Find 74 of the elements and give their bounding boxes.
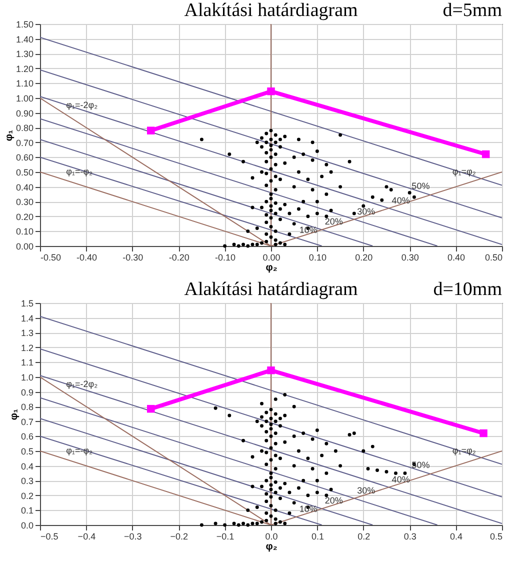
annotation: φ₁=-2φ₂ (66, 378, 98, 389)
y-tick-label: 0.20 (16, 212, 34, 222)
y-tick-label: 1.5 (20, 298, 34, 308)
y-tick-label: 0.70 (16, 138, 34, 148)
x-axis-title: φ₂ (266, 262, 278, 274)
y-tick-label: 0.8 (20, 402, 34, 412)
chart-title: Alakítási határdiagram (184, 0, 358, 21)
x-tick-label: -0.50 (40, 252, 62, 262)
x-tick-label: −0.2 (170, 532, 188, 542)
x-tick-label: 0.0 (265, 532, 278, 542)
x-tick-label: 0.40 (448, 252, 466, 262)
y-tick-label: 0.60 (16, 152, 34, 163)
y-tick-label: 0.3 (20, 476, 34, 486)
y-tick-label: 0.2 (20, 490, 34, 501)
x-tick-label: 0.3 (404, 532, 416, 542)
text: d=10mm (433, 279, 502, 300)
annotation: 50% (412, 460, 430, 470)
y-tick-label: 1.20 (16, 64, 34, 74)
y-tick-label: 1.4 (20, 313, 34, 324)
annotation: 10% (299, 504, 318, 514)
x-tick-label: 0.50 (484, 252, 502, 262)
text: d=5mm (442, 0, 502, 21)
x-tick-label: −0.3 (124, 532, 142, 542)
x-tick-label: −0.4 (78, 532, 96, 542)
x-tick-label: 0.10 (308, 252, 326, 262)
y-tick-label: 0.6 (20, 432, 34, 442)
x-tick-label: -0.20 (168, 252, 190, 262)
y-tick-label: 1.1 (20, 358, 34, 368)
x-tick-label: 0.00 (262, 252, 280, 262)
y-tick-label: 0.7 (20, 416, 34, 427)
x-tick-label: 0.30 (401, 252, 419, 262)
y-tick-label: 0.90 (16, 108, 34, 118)
x-tick-label: 0.5 (490, 532, 502, 542)
x-tick-label: -0.10 (215, 252, 236, 262)
x-tick-label: -0.40 (76, 252, 97, 262)
annotation: 20% (324, 216, 343, 227)
x-tick-label: 0.1 (311, 532, 324, 542)
y-tick-label: 0.80 (16, 123, 34, 134)
y-tick-label: 0.10 (16, 226, 34, 237)
y-tick-label: 0.5 (20, 446, 34, 456)
y-tick-label: 1.10 (16, 78, 34, 89)
annotation: 30% (357, 206, 376, 216)
x-tick-label: 0.20 (355, 252, 373, 262)
y-tick-label: 0.50 (16, 168, 34, 178)
y-tick-label: 1.30 (16, 49, 34, 60)
y-tick-label: 0.00 (16, 242, 34, 252)
y-tick-label: 0.30 (16, 197, 34, 208)
y-tick-label: 0.40 (16, 182, 34, 192)
annotation: 10% (299, 224, 318, 235)
annotation: 40% (392, 195, 410, 206)
annotation: 50% (412, 181, 430, 192)
y-tick-label: 0.4 (20, 461, 34, 472)
annotation: φ₁=-2φ₂ (66, 100, 98, 110)
y-tick-label: 1.40 (16, 34, 34, 44)
y-tick-label: 1.00 (16, 94, 34, 104)
chart-title: Alakítási határdiagram (184, 279, 358, 300)
y-tick-label: 1.2 (20, 342, 34, 353)
x-tick-label: −0.5 (40, 532, 58, 542)
y-tick-label: 0.0 (20, 520, 34, 530)
x-tick-label: 0.2 (358, 532, 370, 542)
y-axis-title: φ₁ (8, 408, 20, 420)
y-axis-title: φ₁ (4, 130, 15, 142)
annotation: 20% (324, 496, 343, 506)
x-tick-label: −0.1 (216, 532, 234, 542)
annotation: 40% (392, 474, 410, 484)
x-tick-label: 0.4 (450, 532, 463, 542)
y-tick-label: 1.3 (20, 328, 34, 338)
x-tick-label: -0.30 (122, 252, 144, 262)
y-tick-label: 0.1 (20, 506, 34, 516)
x-axis-title: φ₂ (266, 542, 278, 552)
y-tick-label: 0.9 (20, 387, 34, 398)
y-tick-label: 1.0 (20, 372, 34, 382)
y-tick-label: 1.50 (16, 20, 34, 30)
annotation: 30% (357, 485, 376, 496)
